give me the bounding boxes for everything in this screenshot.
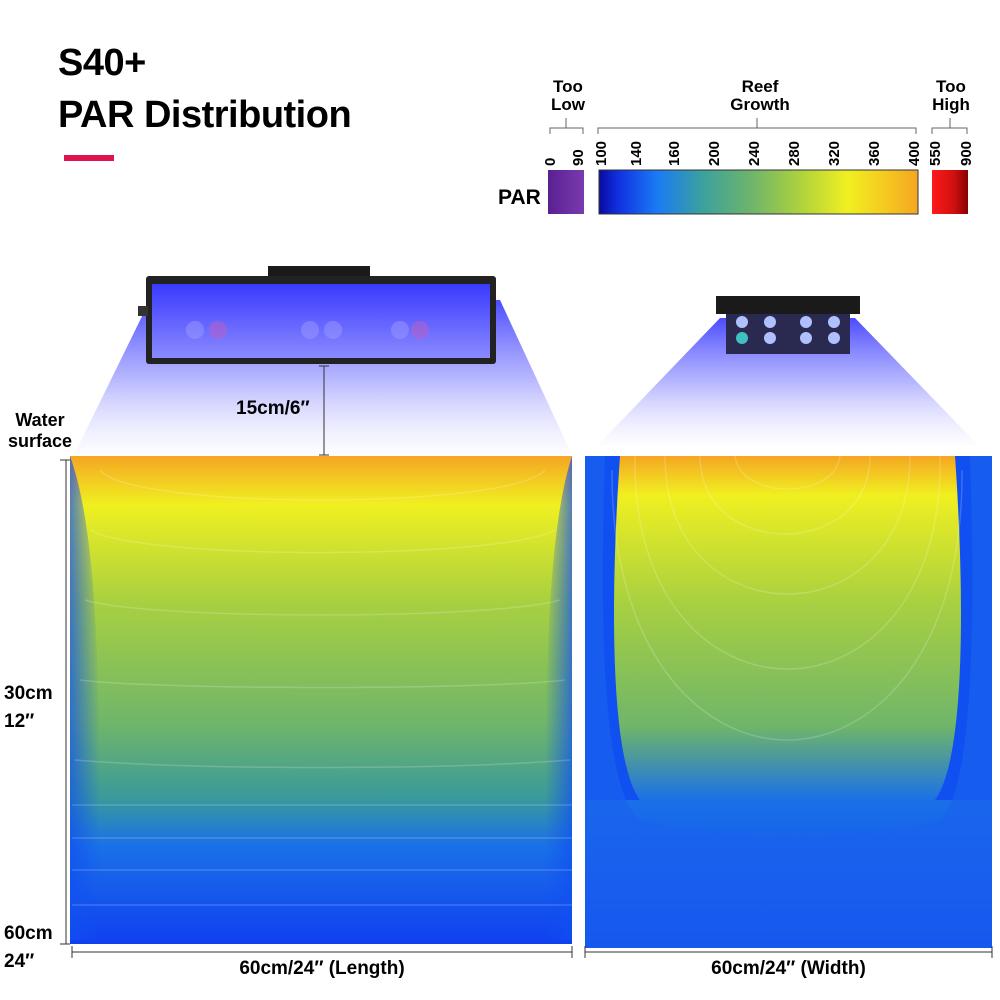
depth-30cm-label: 30cm 12″ [4,683,53,732]
width-caption: 60cm/24″ (Width) [711,958,866,979]
mount-height-label: 15cm/6″ [236,398,310,419]
product-title: S40+ [58,42,146,84]
accent-bar [64,155,114,161]
fixture-clip [138,306,148,316]
page-title: PAR Distribution [58,94,352,136]
width-axis [584,946,993,958]
length-caption: 60cm/24″ (Length) [239,958,405,979]
lens-dots-width [736,316,840,344]
light-beam-width [598,318,978,445]
too-low-label: Too Low [551,77,585,114]
too-high-label: Too High [932,77,970,114]
led-lens-array [152,284,490,358]
par-panel-width [585,455,992,948]
reef-growth-label: Reef Growth [730,77,790,114]
too-low-swatch [548,170,584,214]
mount-height-dimension [319,365,329,456]
length-axis [71,946,573,958]
depth-60cm-label: 60cm 24″ [4,923,53,972]
reef-growth-swatch [598,169,919,215]
legend-brackets [549,118,968,134]
too-high-swatch [932,170,968,214]
lens-dots [186,321,429,339]
par-row-label: PAR [498,186,541,209]
water-surface-label: Water surface [7,410,73,451]
par-panel-length [70,456,572,944]
depth-axis [60,459,70,945]
s40-fixture-width [716,296,860,314]
